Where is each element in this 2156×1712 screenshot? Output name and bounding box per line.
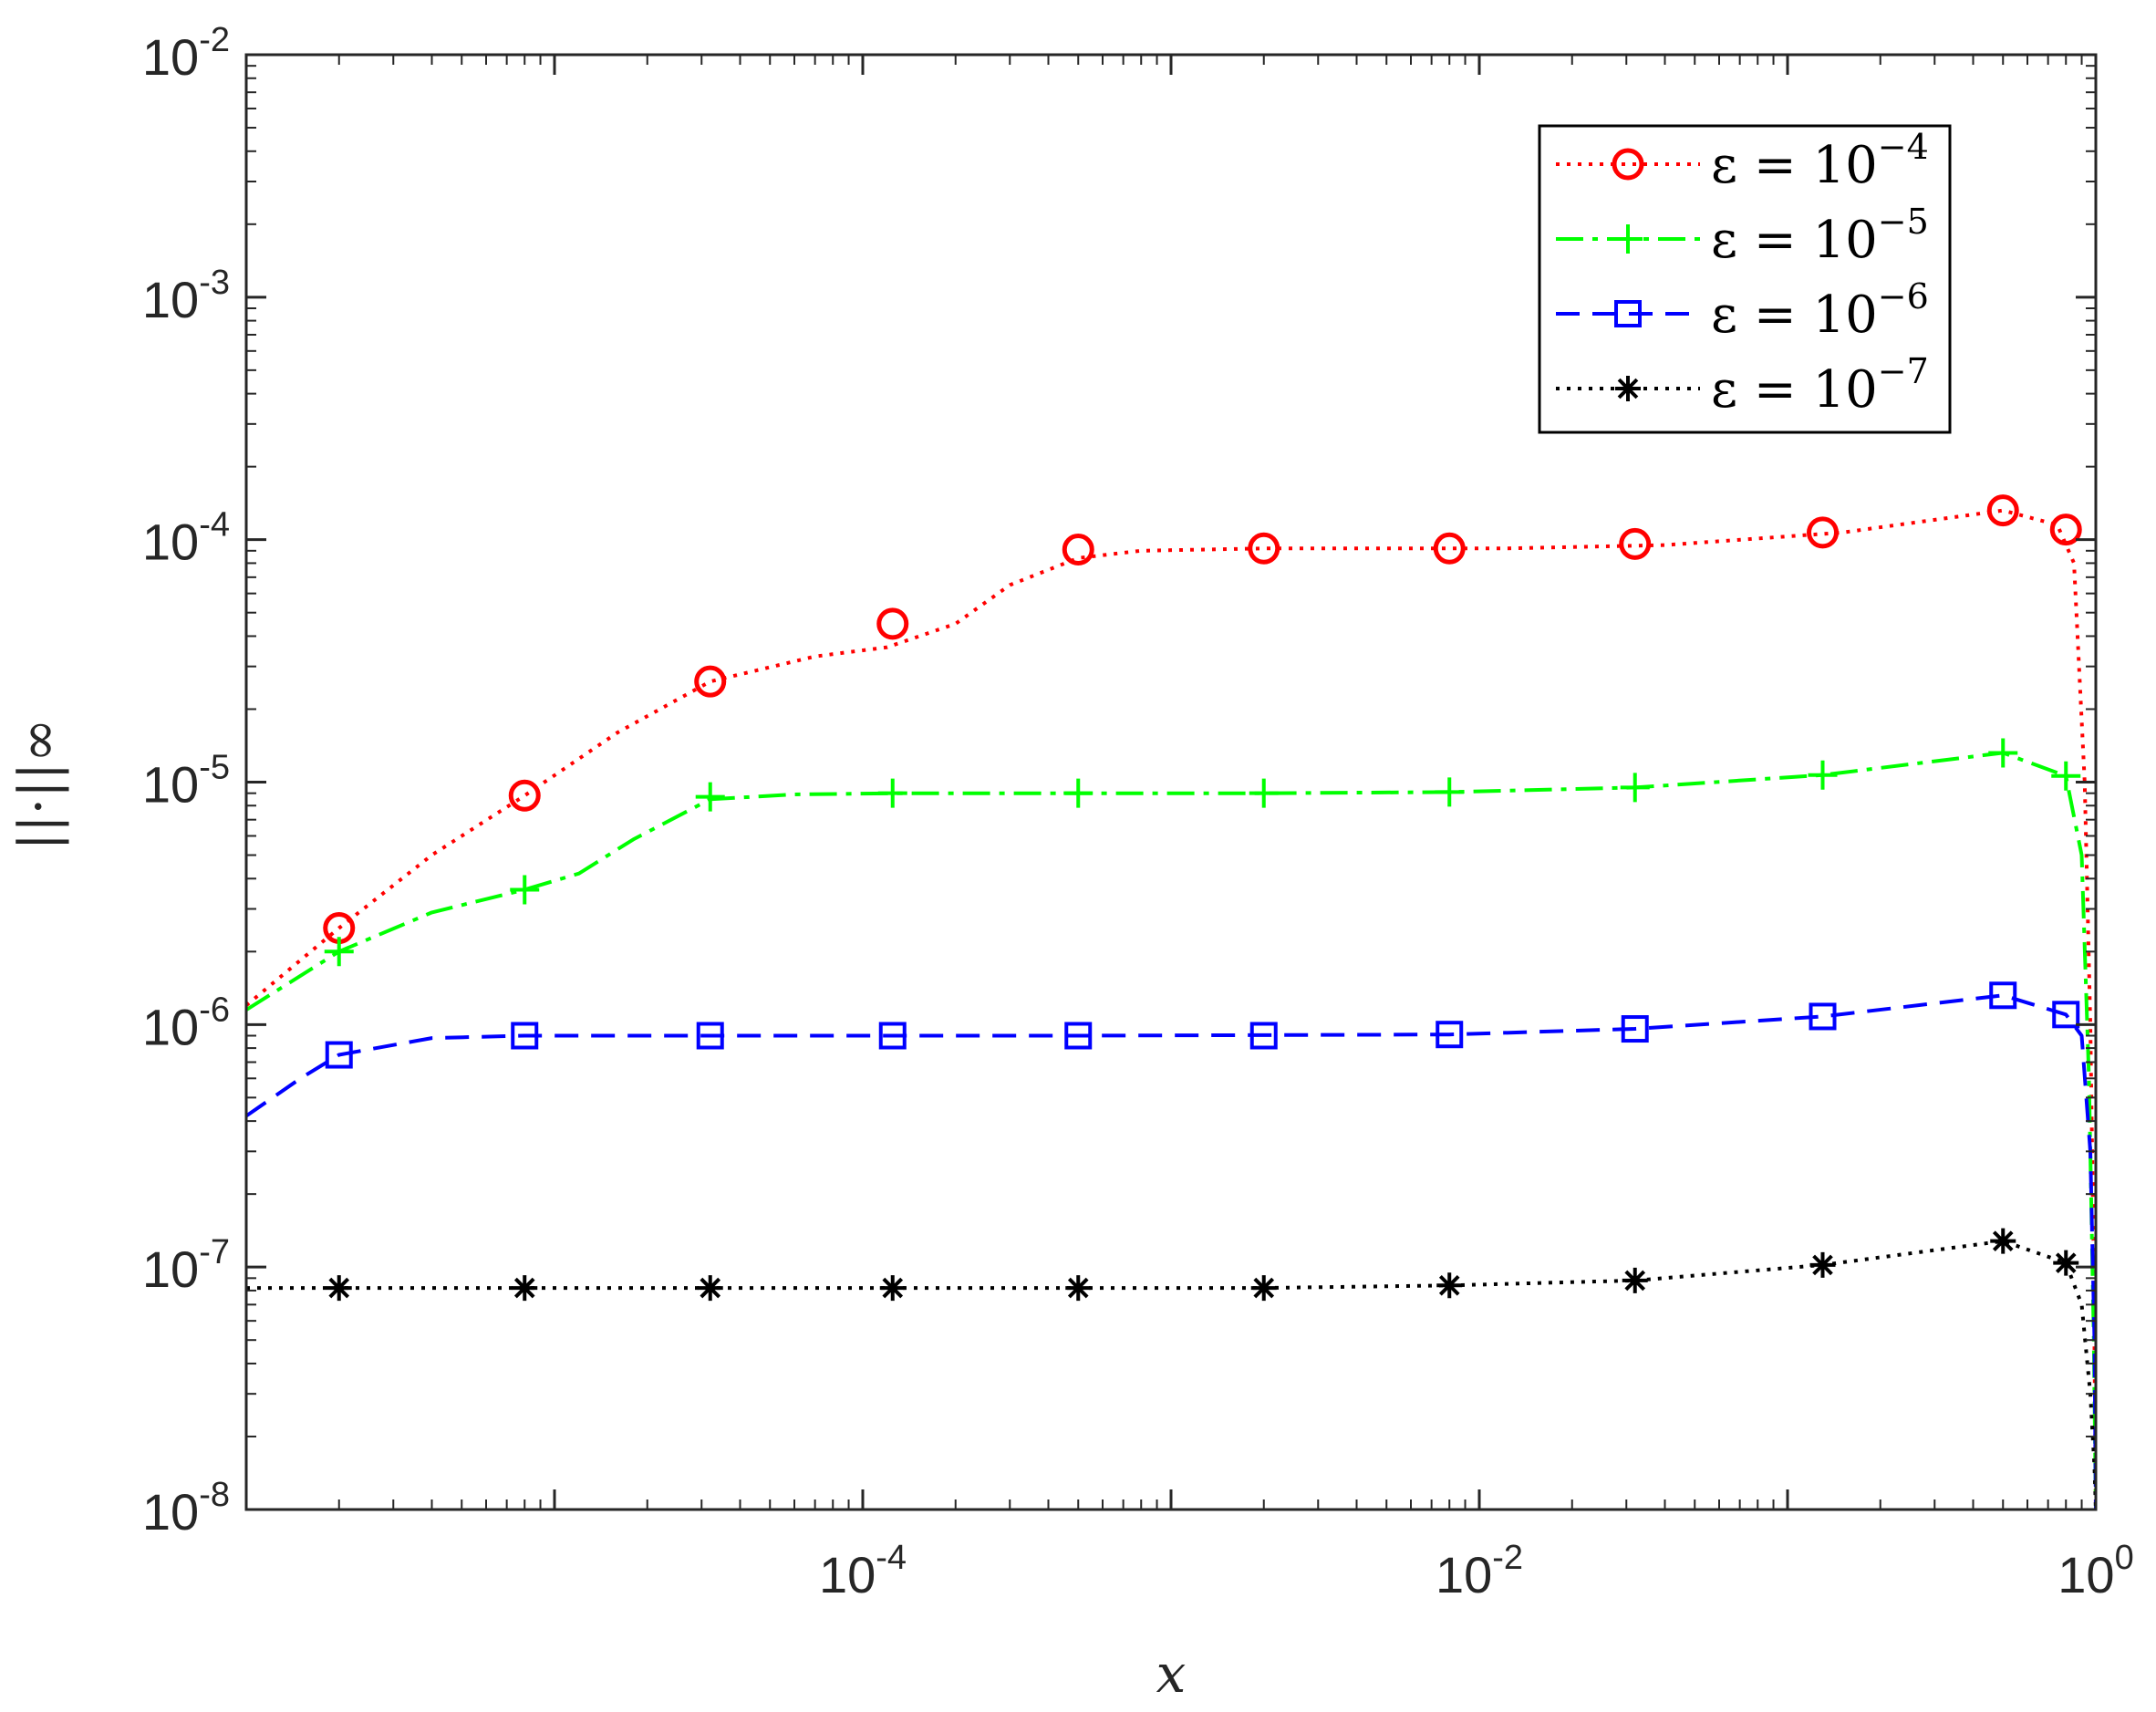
legend-marker <box>1613 224 1643 254</box>
series-layer <box>246 494 2096 1510</box>
series-line-3 <box>246 993 2096 1510</box>
y-tick-label: 10-5 <box>142 749 230 814</box>
data-point <box>1986 494 2019 527</box>
y-tick-label: 10-4 <box>142 506 230 571</box>
data-point <box>324 937 354 967</box>
data-point <box>1808 760 1838 790</box>
y-tick-label: 10-7 <box>142 1233 230 1298</box>
data-point <box>510 875 540 905</box>
legend-entry-4: ε = 10−7 <box>1556 351 1929 420</box>
data-point <box>1809 1251 1836 1278</box>
data-point <box>695 782 725 812</box>
data-point <box>2051 761 2081 791</box>
y-axis-label: ||·||∞ <box>7 719 69 851</box>
x-tick-label: 10-4 <box>819 1539 907 1603</box>
data-point <box>877 778 907 808</box>
data-point <box>1988 738 2018 768</box>
legend-marker <box>1612 148 1644 181</box>
y-tick-label: 10-3 <box>142 264 230 328</box>
series-line-1 <box>246 508 2096 1510</box>
data-point <box>696 1022 724 1050</box>
data-point <box>694 665 727 698</box>
data-point <box>2053 1250 2079 1276</box>
data-point <box>1619 527 1652 560</box>
series-3 <box>246 981 2096 1510</box>
x-tick-label: 100 <box>2058 1539 2133 1603</box>
legend-entry-1: ε = 10−4 <box>1556 127 1929 195</box>
data-point <box>1989 981 2017 1010</box>
data-point <box>511 1022 539 1050</box>
data-point <box>1064 1022 1093 1050</box>
legend-marker <box>1615 376 1641 401</box>
legend: ε = 10−4 ε = 10−5ε = 10−6ε = 10−7 <box>1538 124 1952 434</box>
y-tick-label: 10-6 <box>142 991 230 1055</box>
legend-label: ε = 10−4 <box>1711 127 1929 195</box>
data-point <box>1436 1021 1464 1049</box>
data-point <box>1249 1022 1278 1050</box>
legend-box <box>1538 124 1952 434</box>
data-point <box>1250 1275 1277 1302</box>
y-tick-label: 10-8 <box>142 1476 230 1541</box>
tick-labels: 10-8 10-7 10-6 10-5 10-4 10-3 10-2 10-4 10-2 100 <box>142 21 2134 1603</box>
series-line-4 <box>246 1239 2096 1510</box>
data-point <box>876 607 909 640</box>
data-point <box>1065 1275 1092 1302</box>
data-point <box>697 1275 723 1302</box>
series-2 <box>246 738 2096 1510</box>
data-point <box>2049 514 2082 546</box>
data-point <box>1433 532 1466 565</box>
data-point <box>1436 1272 1463 1299</box>
data-point <box>1062 534 1094 566</box>
series-1 <box>246 494 2096 1510</box>
legend-entry-2: ε = 10−5 <box>1556 202 1929 270</box>
y-tick-label: 10-2 <box>142 21 230 86</box>
legend-label: ε = 10−5 <box>1711 202 1929 270</box>
legend-label: ε = 10−6 <box>1711 276 1929 345</box>
x-axis-label: x <box>1156 1643 1187 1705</box>
data-point <box>1248 532 1280 565</box>
data-point <box>325 1041 353 1069</box>
legend-entry-3: ε = 10−6 <box>1556 276 1929 345</box>
x-tick-label: 10-2 <box>1436 1539 1523 1603</box>
data-point <box>326 1275 352 1302</box>
data-point <box>508 779 541 812</box>
legend-marker <box>1614 300 1642 327</box>
data-point <box>2052 1001 2080 1029</box>
data-point <box>1990 1228 2016 1254</box>
data-point <box>1435 777 1465 807</box>
series-line-2 <box>246 751 2096 1510</box>
data-point <box>1063 778 1094 808</box>
axes-layer <box>244 53 2098 1511</box>
data-point <box>1807 516 1840 549</box>
data-point <box>1249 778 1279 808</box>
data-point <box>1809 1002 1837 1031</box>
data-point <box>512 1275 538 1302</box>
data-point <box>879 1275 906 1302</box>
data-point <box>878 1022 907 1050</box>
data-point <box>1620 773 1650 803</box>
series-4 <box>246 1228 2096 1510</box>
data-point <box>1621 1015 1649 1043</box>
legend-label: ε = 10−7 <box>1711 351 1929 420</box>
data-point <box>1622 1267 1648 1293</box>
